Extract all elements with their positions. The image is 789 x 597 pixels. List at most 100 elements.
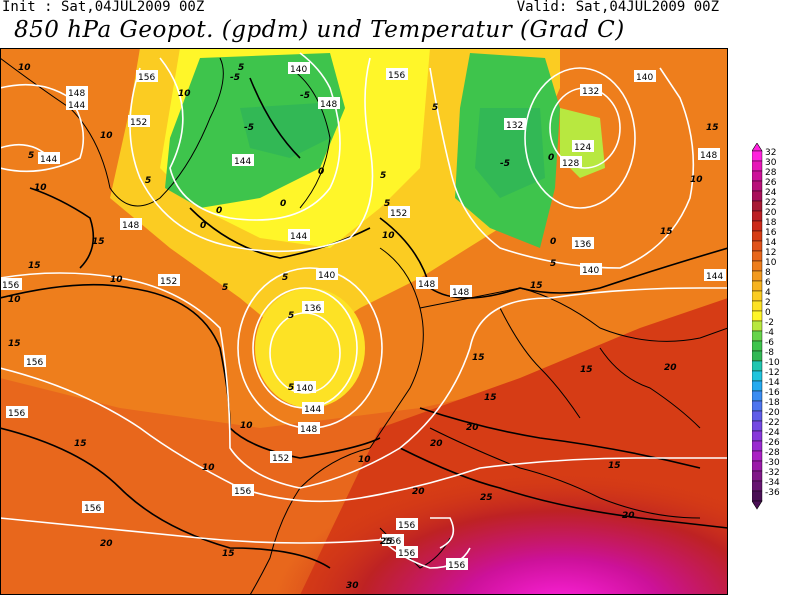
- legend-label: 16: [765, 228, 777, 238]
- temp-label: 10: [100, 131, 113, 141]
- geo-label: 156: [382, 534, 404, 547]
- heat-core: [250, 368, 728, 595]
- svg-text:156: 156: [448, 561, 465, 571]
- legend-cell: [752, 440, 763, 452]
- init-time: Init : Sat,04JUL2009 00Z: [2, 0, 205, 15]
- legend-cell: [752, 360, 763, 372]
- svg-text:156: 156: [384, 537, 401, 547]
- temp-label: 5: [288, 383, 294, 393]
- geo-label: 128: [560, 156, 582, 169]
- temp-label: 15: [660, 227, 673, 237]
- temp-label: 15: [608, 461, 621, 471]
- temp-label: -5: [300, 91, 310, 101]
- geo-label: 156: [24, 355, 46, 368]
- temp-label: 30: [346, 581, 359, 591]
- geo-label: 136: [572, 237, 594, 250]
- geo-label: 156: [6, 406, 28, 419]
- temp-label: 10: [358, 455, 371, 465]
- temp-label: 5: [222, 283, 228, 293]
- svg-text:140: 140: [296, 384, 313, 394]
- valid-time: Valid: Sat,04JUL2009 00Z: [516, 0, 719, 15]
- legend-label: 32: [765, 148, 776, 158]
- legend-cell: [752, 350, 763, 362]
- temp-label: 10: [202, 463, 215, 473]
- legend-label: -12: [765, 368, 780, 378]
- legend-label: -18: [765, 398, 780, 408]
- svg-text:156: 156: [398, 549, 415, 559]
- legend-cell: [752, 320, 763, 332]
- legend-label: 28: [765, 168, 777, 178]
- temperature-labels: 10 10 5 10 10 15 15 10 5 0 -5 -5 5 0 -5 …: [8, 63, 719, 591]
- geo-label: 132: [580, 84, 602, 97]
- geo-label: 156: [232, 484, 254, 497]
- svg-text:148: 148: [122, 221, 139, 231]
- legend-label: 14: [765, 238, 777, 248]
- geo-label: 156: [82, 501, 104, 514]
- temperature-legend: 32302826242220181614121086420-2-4-6-8-10…: [752, 143, 780, 510]
- svg-text:152: 152: [390, 209, 407, 219]
- legend-cell: [752, 380, 763, 392]
- temp-label: 20: [100, 539, 113, 549]
- legend-cell: [752, 290, 763, 302]
- legend-label: 22: [765, 198, 776, 208]
- legend-cell: [752, 230, 763, 242]
- geo-label: 148: [416, 277, 438, 290]
- geo-label: 132: [504, 118, 526, 131]
- legend-label: 12: [765, 248, 776, 258]
- legend-label: -6: [765, 338, 774, 348]
- legend-cell: [752, 160, 763, 172]
- legend-cell: [752, 430, 763, 442]
- temp-label: 15: [530, 281, 543, 291]
- legend-cell: [752, 250, 763, 262]
- temp-label: 15: [472, 353, 485, 363]
- legend-cell: [752, 370, 763, 382]
- legend-label: -30: [765, 458, 780, 468]
- legend-cell: [752, 490, 763, 502]
- temp-label: 10: [240, 421, 253, 431]
- legend-label: -14: [765, 378, 780, 388]
- legend-label: -26: [765, 438, 780, 448]
- legend-label: 24: [765, 188, 777, 198]
- legend-cell: [752, 170, 763, 182]
- temp-label: 20: [622, 511, 635, 521]
- geo-label: 148: [298, 422, 320, 435]
- temp-label: 0: [550, 237, 556, 247]
- legend-cell: [752, 280, 763, 292]
- svg-text:152: 152: [160, 277, 177, 287]
- geo-label: 156: [386, 68, 408, 81]
- geo-label: 156: [0, 278, 22, 291]
- svg-text:124: 124: [574, 143, 591, 153]
- geo-label: 144: [288, 229, 310, 242]
- temp-label: 25: [380, 537, 393, 547]
- temp-label: 10: [690, 175, 703, 185]
- svg-text:136: 136: [304, 304, 321, 314]
- svg-text:140: 140: [318, 271, 335, 281]
- temp-label: -5: [230, 73, 240, 83]
- legend-label: -32: [765, 468, 780, 478]
- svg-text:152: 152: [130, 118, 147, 128]
- temp-label: 0: [280, 199, 286, 209]
- svg-text:136: 136: [574, 240, 591, 250]
- legend-label: -28: [765, 448, 780, 458]
- geo-label: 148: [120, 218, 142, 231]
- legend-label: -36: [765, 488, 780, 498]
- svg-text:140: 140: [582, 266, 599, 276]
- legend-label: -24: [765, 428, 780, 438]
- temp-label: 5: [550, 259, 556, 269]
- temp-label: 15: [92, 237, 105, 247]
- legend-cells: [752, 143, 763, 510]
- svg-text:144: 144: [706, 272, 723, 282]
- temp-label: 10: [382, 231, 395, 241]
- legend-label: -10: [765, 358, 780, 368]
- svg-text:144: 144: [290, 232, 307, 242]
- geo-label: 144: [66, 98, 88, 111]
- legend-cell: [752, 400, 763, 412]
- temp-label: 5: [380, 171, 386, 181]
- geo-label: 140: [288, 62, 310, 75]
- legend-label: 20: [765, 208, 777, 218]
- svg-text:152: 152: [272, 454, 289, 464]
- legend-label: -34: [765, 478, 780, 488]
- geopotential-contours: [0, 52, 728, 569]
- geo-label: 144: [704, 269, 726, 282]
- legend-cell: [752, 300, 763, 312]
